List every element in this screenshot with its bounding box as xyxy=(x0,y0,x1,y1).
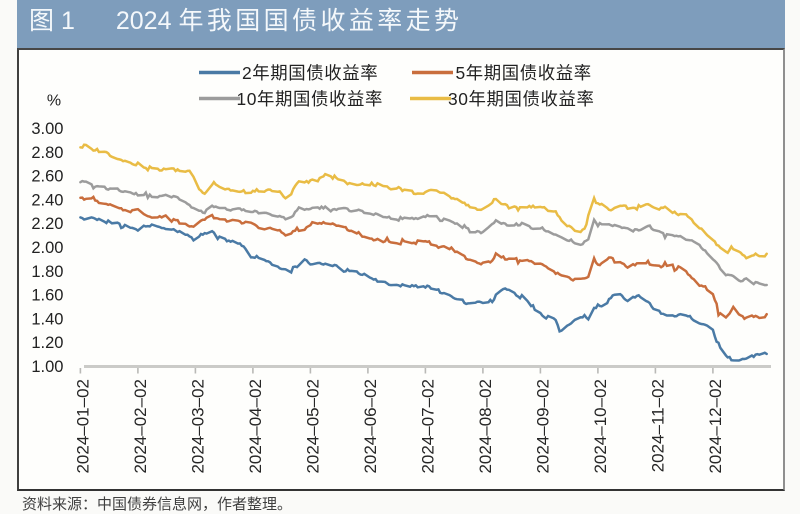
svg-text:1.00: 1.00 xyxy=(31,358,63,376)
svg-text:1.40: 1.40 xyxy=(31,310,63,328)
svg-text:2024–06–02: 2024–06–02 xyxy=(361,379,380,474)
svg-text:2024–08–02: 2024–08–02 xyxy=(476,379,495,474)
svg-text:%: % xyxy=(47,93,61,110)
svg-text:3.00: 3.00 xyxy=(31,120,63,138)
svg-text:1.80: 1.80 xyxy=(31,263,63,281)
svg-text:2024–07–02: 2024–07–02 xyxy=(419,379,438,474)
svg-text:5年期国债收益率: 5年期国债收益率 xyxy=(456,63,592,83)
svg-text:2024–01–02: 2024–01–02 xyxy=(74,379,93,474)
svg-text:2.20: 2.20 xyxy=(31,215,63,233)
svg-text:2024–04–02: 2024–04–02 xyxy=(246,379,265,474)
svg-text:10年期国债收益率: 10年期国债收益率 xyxy=(237,89,383,109)
svg-text:2024–12–02: 2024–12–02 xyxy=(706,379,725,474)
svg-text:2024–10–02: 2024–10–02 xyxy=(591,379,610,474)
svg-text:2年期国债收益率: 2年期国债收益率 xyxy=(242,63,378,83)
svg-text:2024–11–02: 2024–11–02 xyxy=(649,379,668,472)
svg-text:2024–03–02: 2024–03–02 xyxy=(189,379,208,474)
svg-text:2.00: 2.00 xyxy=(31,239,63,257)
svg-text:2024–02–02: 2024–02–02 xyxy=(131,379,150,474)
svg-text:1.20: 1.20 xyxy=(31,334,63,352)
svg-text:2.80: 2.80 xyxy=(31,144,63,162)
svg-text:2.40: 2.40 xyxy=(31,191,63,209)
svg-text:2.60: 2.60 xyxy=(31,168,63,186)
svg-text:1.60: 1.60 xyxy=(31,287,63,305)
svg-text:30年期国债收益率: 30年期国债收益率 xyxy=(448,89,594,109)
svg-text:2024–09–02: 2024–09–02 xyxy=(534,379,553,474)
svg-text:2024–05–02: 2024–05–02 xyxy=(304,379,323,474)
